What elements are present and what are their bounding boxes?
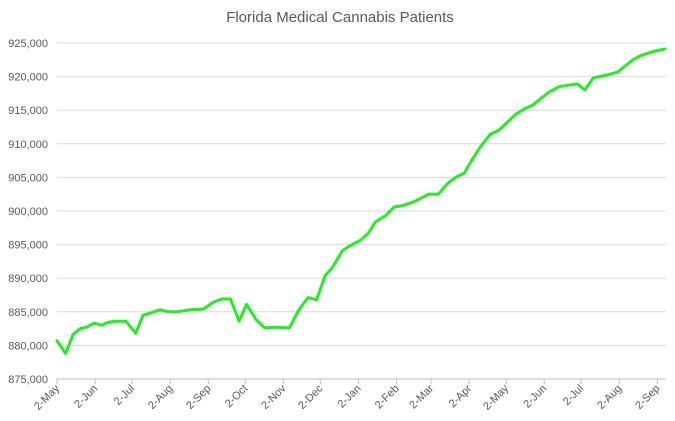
x-tick-label: 2-Aug: [146, 383, 175, 412]
x-tick-label: 2-Jun: [72, 383, 100, 411]
x-tick-label: 2-Oct: [223, 383, 251, 411]
x-tick-label: 2-May: [481, 382, 511, 412]
chart-title: Florida Medical Cannabis Patients: [226, 9, 454, 26]
gridlines: [57, 42, 666, 380]
x-tick-label: 2-Aug: [595, 383, 624, 412]
y-tick-label: 915,000: [8, 105, 48, 117]
x-tick-label: 2-Apr: [447, 382, 475, 410]
y-tick-label: 925,000: [8, 38, 48, 50]
y-tick-label: 910,000: [8, 139, 48, 151]
y-tick-label: 885,000: [8, 307, 48, 319]
series-layer: [55, 47, 667, 355]
x-tick-label: 2-Jan: [336, 383, 364, 411]
x-tick-label: 2-Jul: [112, 383, 137, 408]
x-tick-label: 2-Dec: [296, 382, 326, 412]
series-line-patients: [55, 47, 667, 355]
x-tick-label: 2-Jun: [521, 383, 549, 411]
x-tick-label: 2-Nov: [259, 382, 289, 412]
y-tick-label: 900,000: [8, 206, 48, 218]
x-axis: 2-May 2-Jun 2-Jul 2-Aug 2-Sep 2-Oct 2-Nov 2-Dec…: [32, 379, 663, 413]
x-tick-label: 2-Jul: [561, 383, 586, 408]
x-tick-label: 2-Feb: [373, 383, 402, 412]
y-tick-label: 890,000: [8, 273, 48, 285]
y-tick-label: 905,000: [8, 172, 48, 184]
y-axis: 875,000 880,000 885,000 890,000 895,000 900,0…: [8, 38, 48, 386]
x-tick-label: 2-Mar: [407, 382, 436, 411]
y-tick-label: 875,000: [8, 374, 48, 386]
x-tick-label: 2-Sep: [633, 383, 662, 412]
x-tick-label: 2-May: [32, 382, 62, 412]
y-tick-label: 895,000: [8, 240, 48, 252]
y-tick-label: 880,000: [8, 340, 48, 352]
x-tick-label: 2-Sep: [184, 383, 213, 412]
y-tick-label: 920,000: [8, 72, 48, 84]
